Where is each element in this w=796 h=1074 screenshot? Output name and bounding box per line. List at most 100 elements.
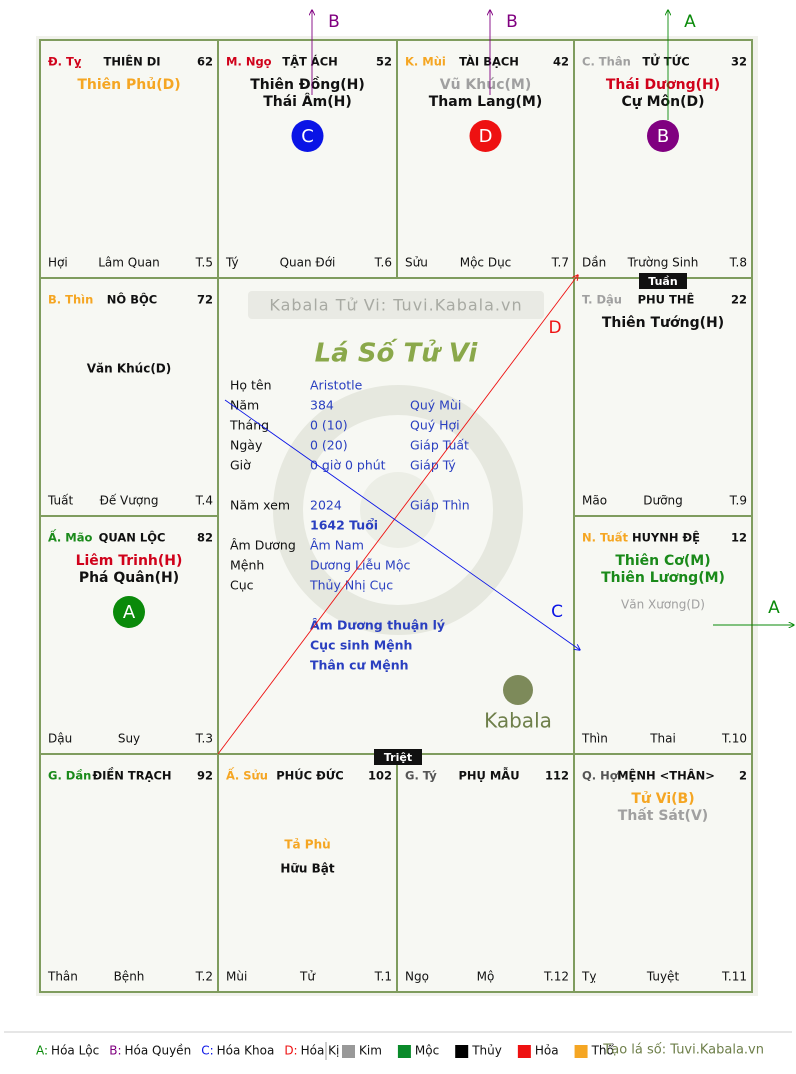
element-label: Thủy [471, 1044, 502, 1058]
hoa-badge [113, 596, 145, 628]
palace-cell [573, 39, 753, 279]
marker-box [374, 749, 422, 765]
center-note: Cục sinh Mệnh [310, 638, 412, 653]
info-extra: Giáp Thìn [410, 498, 470, 513]
palace-cell [573, 753, 753, 993]
info-value: Aristotle [310, 378, 363, 393]
info-value: Âm Nam [310, 538, 364, 553]
bottom-center: Bệnh [114, 970, 145, 984]
arrow-label: A [768, 598, 780, 618]
bottom-right: T.9 [729, 494, 747, 508]
bottom-right: T.2 [195, 970, 213, 984]
palace-number: 42 [553, 55, 569, 69]
bottom-right: T.8 [729, 256, 747, 270]
bottom-right: T.10 [721, 732, 747, 746]
bottom-center: Lâm Quan [98, 256, 160, 270]
hoa-badge [291, 120, 324, 152]
palace-name: TẬT ÁCH [282, 54, 338, 69]
bottom-left: Mùi [226, 970, 247, 984]
can-chi: G. Tý [405, 769, 437, 783]
arrow-label: A [684, 12, 696, 32]
palace-cell [217, 753, 398, 993]
element-swatch [397, 1045, 411, 1058]
center-title: Lá Số Tử Vi [315, 338, 479, 369]
bottom-left: Thìn [581, 732, 608, 746]
palace-name: PHU THÊ [638, 292, 695, 307]
hoa-badge [469, 120, 502, 152]
info-label: Mệnh [230, 558, 264, 573]
hoa-badge-letter: D [479, 126, 493, 147]
bottom-right: T.7 [551, 256, 569, 270]
watermark: Kabala Tử Vi: Tuvi.Kabala.vn [269, 296, 522, 315]
info-label: Họ tên [230, 378, 272, 393]
element-label: Hỏa [535, 1044, 559, 1058]
bottom-left: Sửu [405, 256, 428, 270]
palace-cell [39, 277, 219, 517]
palace-name: QUAN LỘC [99, 530, 166, 545]
palace-number: 82 [197, 531, 213, 545]
legend-key: B: [109, 1044, 121, 1058]
arrow-label: B [328, 12, 340, 32]
bottom-center: Mộc Dục [460, 256, 512, 270]
can-chi: M. Ngọ [226, 55, 272, 69]
bagua-core [360, 472, 436, 548]
element-label: Mộc [415, 1044, 439, 1058]
bottom-center: Suy [118, 732, 140, 746]
can-chi: Ấ. Sửu [226, 766, 268, 783]
palace-number: 102 [368, 769, 392, 783]
palace-number: 62 [197, 55, 213, 69]
info-extra: Giáp Tuất [410, 438, 469, 453]
palace-name: MỆNH <THÂN> [617, 768, 715, 783]
marker-text: Tuần [648, 275, 677, 288]
can-chi: Q. Hợi [582, 769, 622, 783]
main-star: Vũ Khúc(M) [440, 77, 532, 93]
info-extra: Quý Mùi [410, 398, 461, 413]
hoa-badge-letter: C [301, 126, 314, 147]
marker-text: Triệt [384, 751, 412, 764]
main-star: Thiên Phủ(D) [77, 77, 180, 93]
bottom-center: Dưỡng [643, 494, 682, 508]
palace-name: PHÚC ĐỨC [276, 768, 344, 783]
bottom-center: Tuyệt [646, 970, 680, 984]
palace-number: 52 [376, 55, 392, 69]
info-value: 2024 [310, 498, 342, 513]
main-star: Thiên Lương(M) [601, 570, 725, 586]
palace-cell [39, 515, 219, 755]
main-star: Tử Vi(B) [631, 791, 694, 807]
info-label: Giờ [230, 458, 251, 473]
palace-number: 2 [739, 769, 747, 783]
bottom-right: T.11 [721, 970, 747, 984]
bottom-left: Thân [47, 970, 78, 984]
palace-name: TÀI BẠCH [459, 54, 519, 69]
bottom-left: Dần [582, 256, 606, 270]
bottom-center: Trường Sinh [627, 256, 699, 270]
diagonal-label: C [551, 602, 563, 622]
palace-name: THIÊN DI [103, 54, 160, 69]
legend-label: Hóa Lộc [51, 1044, 99, 1058]
logo-text: Kabala [484, 709, 552, 733]
main-star: Thái Âm(H) [263, 93, 352, 110]
bottom-center: Quan Đới [280, 256, 336, 270]
palace-number: 92 [197, 769, 213, 783]
bottom-left: Tý [225, 256, 239, 270]
diagonal-label: D [548, 318, 561, 338]
hoa-diagonal [217, 275, 578, 755]
legend-label: Hóa Kị [301, 1044, 340, 1058]
minor-star: Văn Xương(D) [621, 598, 705, 612]
bottom-left: Hợi [48, 256, 68, 270]
info-label: Tháng [229, 418, 269, 433]
info-extra: Quý Hợi [410, 418, 460, 433]
marker-box [639, 273, 687, 289]
arrow-label: B [506, 12, 518, 32]
can-chi: K. Mùi [405, 55, 446, 69]
palace-number: 112 [545, 769, 569, 783]
info-value: 384 [310, 398, 334, 413]
bottom-left: Mão [582, 494, 607, 508]
hoa-diagonal [224, 399, 580, 650]
palace-cell [396, 39, 575, 279]
palace-cell [217, 39, 398, 279]
palace-cell [573, 277, 753, 517]
can-chi: T. Dậu [582, 293, 622, 307]
info-value: 0 (10) [310, 418, 348, 433]
